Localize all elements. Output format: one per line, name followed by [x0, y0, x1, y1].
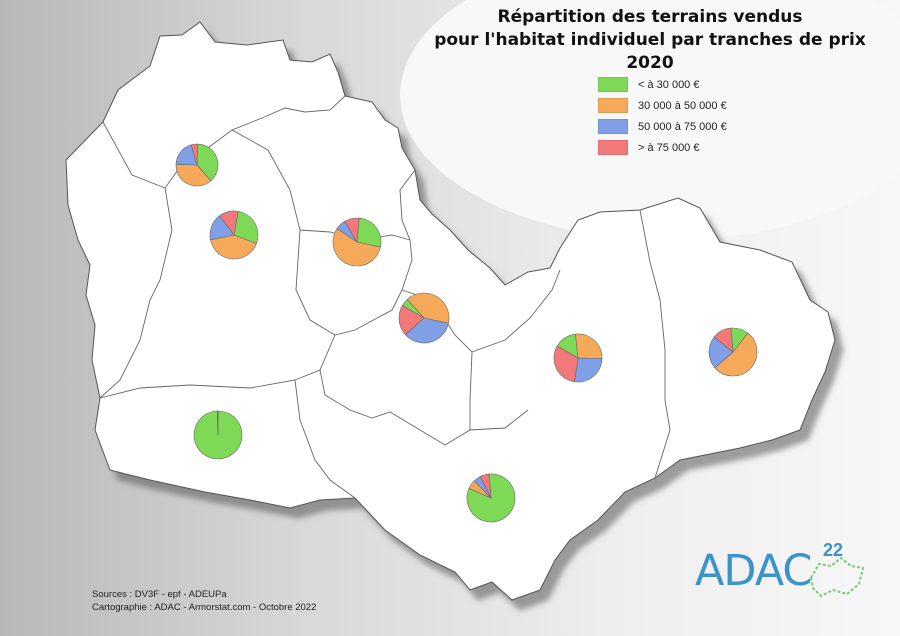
- pie-centre-slice-2: [404, 317, 449, 344]
- legend-item-lt30k: < à 30 000 €: [598, 74, 727, 95]
- pie-centre-n-slice-3: [344, 217, 360, 243]
- sources-text: Sources : DV3F - epf - ADEUPa: [92, 589, 227, 600]
- pie-nw-slice-1: [175, 163, 212, 187]
- map-title: Répartition des terrains vendus pour l'h…: [410, 6, 890, 75]
- legend: < à 30 000 € 30 000 à 50 000 € 50 000 à …: [598, 74, 727, 158]
- legend-item-50k-75k: 50 000 à 75 000 €: [598, 116, 727, 137]
- title-line-2: pour l'habitat individuel par tranches d…: [434, 30, 866, 73]
- pie-e-slice-1: [575, 333, 603, 359]
- pie-nw-slice-0: [196, 143, 219, 182]
- pie-centre-n: [332, 217, 382, 267]
- pie-centre-n-slice-1: [332, 228, 381, 267]
- legend-label-gt75k: > à 75 000 €: [638, 141, 700, 154]
- pie-s: [466, 473, 516, 523]
- pie-nw: [175, 143, 219, 187]
- title-line-1: Répartition des terrains vendus: [497, 7, 803, 27]
- logo-department-shape-icon: [809, 556, 865, 598]
- territory-outline: [65, 21, 836, 601]
- legend-swatch-30k-50k: [598, 98, 628, 113]
- pie-centre-n-slice-0: [356, 217, 382, 248]
- pie-sw-slice-1: [216, 410, 219, 436]
- pie-w: [209, 210, 259, 260]
- logo-text: ADAC: [695, 546, 812, 596]
- pie-centre: [398, 292, 450, 344]
- pie-far-e-slice-3: [713, 327, 734, 353]
- pie-far-e-slice-1: [714, 332, 758, 377]
- adac-logo: ADAC 22: [695, 540, 875, 610]
- pie-e: [553, 333, 603, 383]
- pie-s-slice-3: [479, 473, 492, 499]
- pie-sw: [193, 410, 243, 460]
- legend-swatch-lt30k: [598, 77, 628, 92]
- logo-superscript: 22: [823, 540, 844, 560]
- pie-w-slice-1: [210, 234, 257, 260]
- sea-area: [400, 0, 900, 240]
- legend-label-lt30k: < à 30 000 €: [638, 78, 700, 91]
- legend-item-30k-50k: 30 000 à 50 000 €: [598, 95, 727, 116]
- pie-charts: [175, 143, 758, 523]
- cartography-text: Cartographie : ADAC - Armorstat.com - Oc…: [92, 602, 317, 613]
- pie-nw-slice-3: [190, 143, 199, 166]
- legend-swatch-50k-75k: [598, 119, 628, 134]
- credits: Sources : DV3F - epf - ADEUPa Cartograph…: [92, 588, 316, 614]
- pie-centre-slice-1: [406, 292, 450, 324]
- legend-label-50k-75k: 50 000 à 75 000 €: [638, 120, 727, 133]
- pie-centre-slice-3: [398, 305, 425, 336]
- pie-far-e: [708, 327, 758, 377]
- pie-far-e-slice-2: [708, 336, 734, 369]
- pie-w-slice-3: [219, 210, 239, 236]
- legend-label-30k-50k: 30 000 à 50 000 €: [638, 99, 727, 112]
- legend-swatch-gt75k: [598, 140, 628, 155]
- pie-w-slice-0: [233, 211, 259, 244]
- pie-e-slice-3: [553, 345, 579, 383]
- legend-item-gt75k: > à 75 000 €: [598, 137, 727, 158]
- pie-e-slice-2: [574, 357, 603, 383]
